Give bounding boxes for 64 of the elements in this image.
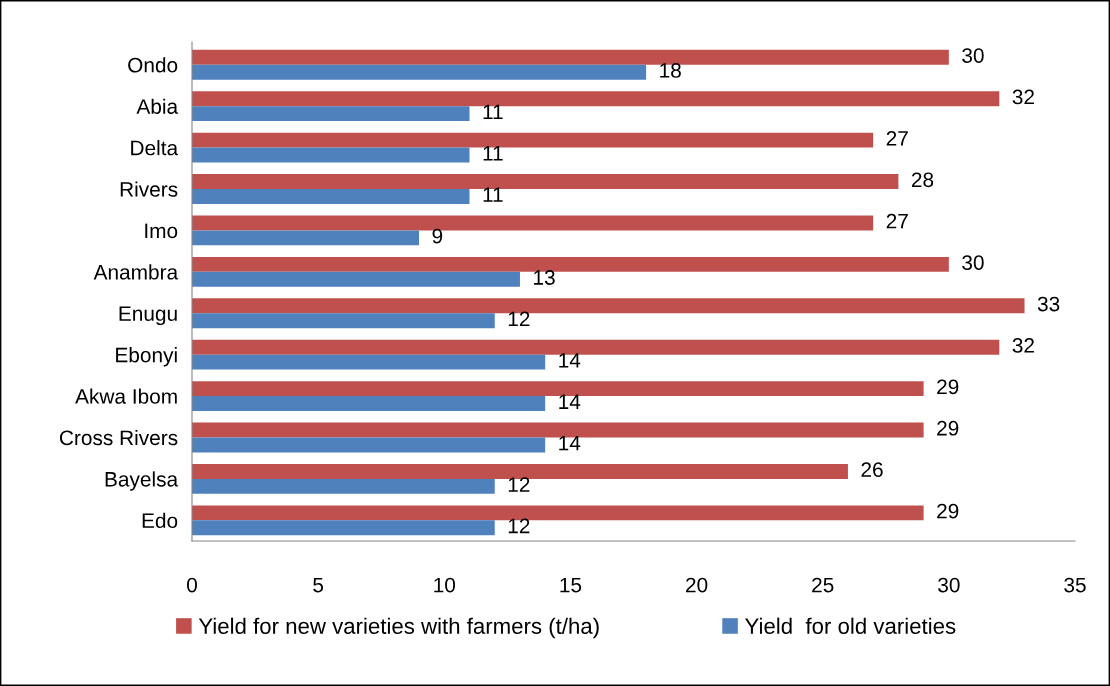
y-tick-label: Bayelsa: [105, 471, 179, 491]
data-label: 30: [962, 255, 984, 270]
data-label: 12: [508, 311, 530, 327]
bar: [192, 64, 647, 80]
data-label: 29: [937, 503, 959, 519]
data-label: 28: [911, 172, 934, 188]
x-tick-label: 0: [187, 577, 197, 593]
data-label: 12: [508, 477, 530, 492]
x-tick-label: 30: [938, 577, 960, 593]
data-label: 27: [886, 130, 908, 146]
y-tick-label: Cross Rivers: [59, 429, 178, 446]
y-tick-label: Rivers: [120, 181, 178, 197]
bar: [192, 396, 546, 411]
y-tick-label: Akwa Ibom: [75, 388, 177, 404]
x-tick-label: 5: [313, 577, 324, 593]
data-label: 27: [886, 213, 908, 229]
bar: [192, 189, 470, 204]
bar: [192, 147, 470, 163]
data-label: 9: [432, 228, 443, 244]
y-tick-label: Anambra: [93, 264, 179, 280]
y-tick-label: Enugu: [119, 306, 177, 326]
data-label: 11: [483, 146, 503, 161]
data-label: 14: [559, 394, 581, 409]
legend-label: Yield for old varieties: [745, 617, 956, 634]
bar: [192, 463, 848, 479]
data-label: 33: [1037, 296, 1060, 312]
data-label: 30: [962, 48, 984, 63]
y-tick-label: Abia: [136, 98, 179, 114]
data-label: 11: [483, 104, 503, 120]
data-label: 29: [937, 379, 959, 395]
x-tick-label: 25: [812, 577, 834, 593]
bar: [192, 422, 924, 438]
data-label: 14: [559, 435, 581, 451]
bar: [192, 437, 546, 453]
bar: [192, 230, 420, 246]
data-label: 13: [534, 270, 555, 285]
y-tick-label: Ondo: [128, 57, 178, 73]
bar: [192, 313, 495, 329]
data-label: 32: [1012, 338, 1034, 353]
bar: [192, 354, 546, 370]
x-tick-label: 15: [560, 577, 582, 593]
data-label: 26: [861, 462, 883, 478]
y-tick-label: Imo: [145, 223, 178, 239]
data-label: 29: [937, 420, 959, 436]
bar: [192, 339, 1000, 355]
data-label: 32: [1012, 89, 1034, 105]
y-tick-label: Ebonyi: [116, 347, 177, 367]
x-tick-label: 10: [434, 577, 456, 593]
data-label: 18: [660, 63, 681, 78]
bar: [192, 49, 949, 65]
data-label: 11: [483, 187, 503, 202]
bar: [192, 271, 520, 287]
bar: [192, 106, 470, 122]
bar: [192, 478, 495, 494]
x-tick-label: 35: [1064, 577, 1086, 593]
data-label: 12: [508, 518, 530, 534]
y-tick-label: Edo: [142, 512, 178, 529]
y-tick-label: Delta: [131, 140, 179, 156]
x-tick-label: 20: [686, 577, 708, 593]
legend-label: Yield for new varieties with farmers (t/ha): [198, 617, 599, 639]
bar: [192, 520, 495, 536]
bar: [192, 132, 874, 148]
bar: [192, 256, 949, 272]
data-label: 14: [559, 353, 581, 368]
